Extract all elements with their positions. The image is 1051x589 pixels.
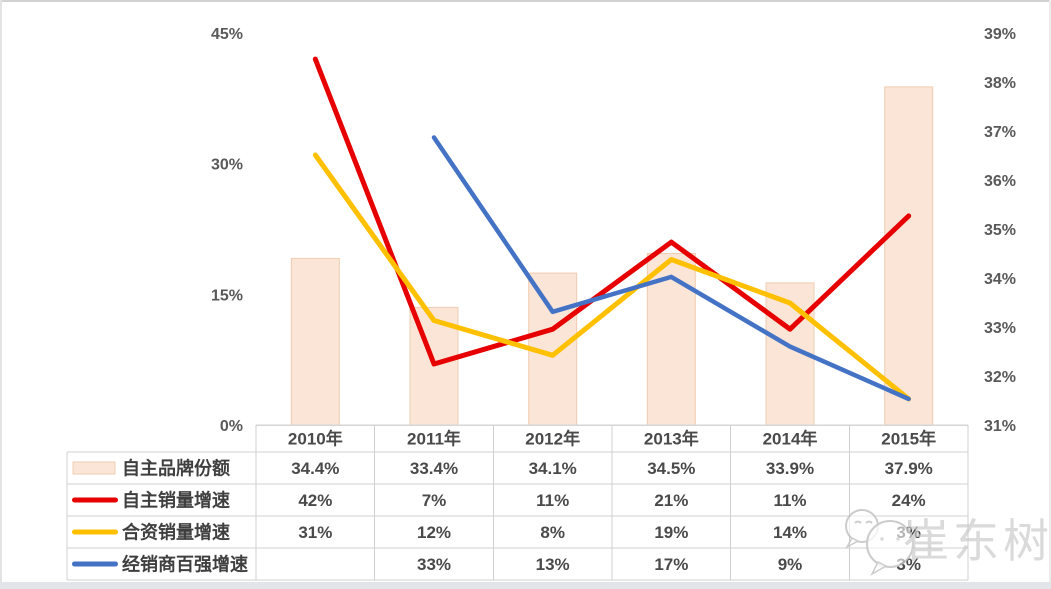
line-series-1 bbox=[312, 56, 912, 367]
legend-label: 自主销量增速 bbox=[122, 490, 230, 511]
right-axis-tick: 34% bbox=[984, 271, 1016, 288]
red-line-swatch bbox=[72, 497, 118, 503]
right-axis-tick: 38% bbox=[984, 75, 1016, 92]
table-cell-value: 17% bbox=[654, 555, 688, 574]
table-cell-value: 33.9% bbox=[766, 459, 814, 478]
table-header-year: 2011年 bbox=[407, 429, 461, 449]
axis-tick-labels: 0% 15% 30% 45% 31% 32% 33% 34% 35% 36% 37% 38% 39% bbox=[211, 26, 1016, 435]
table-cell-value: 9% bbox=[778, 555, 803, 574]
table-cell-value: 24% bbox=[892, 491, 926, 510]
left-axis-tick: 30% bbox=[211, 157, 243, 174]
line-series-2 bbox=[312, 152, 912, 402]
table-cell-value: 11% bbox=[773, 491, 806, 510]
wechat-chat-bubbles-icon bbox=[845, 509, 914, 576]
left-axis-tick: 45% bbox=[211, 26, 243, 43]
right-axis-tick: 32% bbox=[984, 369, 1016, 386]
legend-label: 经销商百强增速 bbox=[122, 554, 248, 575]
line-series-group bbox=[312, 56, 912, 402]
table-header-year: 2013年 bbox=[644, 429, 699, 449]
table-gridlines bbox=[66, 424, 969, 581]
table-header-year: 2014年 bbox=[763, 429, 818, 449]
bar-swatch bbox=[72, 461, 116, 475]
table-cell-value: 12% bbox=[417, 523, 451, 542]
frame-right-border bbox=[1049, 0, 1051, 583]
table-cell-value: 33% bbox=[417, 555, 451, 574]
table-cell-value: 34.5% bbox=[647, 459, 695, 478]
bar-2010年 bbox=[290, 257, 340, 426]
table-header-year: 2012年 bbox=[525, 429, 580, 449]
table-cell-value: 42% bbox=[298, 491, 332, 510]
table-cell-value: 13% bbox=[536, 555, 570, 574]
legend-label: 合资销量增速 bbox=[122, 522, 230, 543]
left-axis-tick: 0% bbox=[220, 418, 243, 435]
right-axis-tick: 35% bbox=[984, 222, 1016, 239]
frame-top-border bbox=[0, 0, 1051, 2]
table-header-year: 2010年 bbox=[288, 429, 343, 449]
right-axis-tick: 33% bbox=[984, 320, 1016, 337]
table-cell-value: 34.1% bbox=[529, 459, 577, 478]
table-cell-value: 11% bbox=[536, 491, 569, 510]
right-axis-tick: 39% bbox=[984, 26, 1016, 43]
table-cell-value: 34.4% bbox=[291, 459, 339, 478]
watermark-text: 崔东树 bbox=[903, 515, 1051, 567]
table-cell-value: 37.9% bbox=[885, 459, 933, 478]
line-series-3 bbox=[431, 135, 911, 402]
table-cell-value: 7% bbox=[422, 491, 447, 510]
yellow-line-swatch bbox=[72, 529, 118, 535]
legend-label: 自主品牌份额 bbox=[122, 458, 230, 479]
table-cell-value: 31% bbox=[298, 523, 332, 542]
table-cell-value: 33.4% bbox=[410, 459, 458, 478]
right-axis-tick: 36% bbox=[984, 173, 1016, 190]
right-axis-tick: 37% bbox=[984, 124, 1016, 141]
frame-left-border bbox=[0, 0, 2, 583]
table-cell-value: 19% bbox=[654, 523, 688, 542]
table-cell-value: 8% bbox=[540, 523, 565, 542]
watermark: 崔东树 bbox=[845, 509, 1051, 576]
blue-line-swatch bbox=[72, 561, 118, 567]
right-axis-tick: 31% bbox=[984, 418, 1016, 435]
left-axis-tick: 15% bbox=[211, 287, 243, 304]
table-cell-value: 21% bbox=[654, 491, 688, 510]
frame-bottom-strip bbox=[0, 582, 1051, 589]
bar-2015年 bbox=[884, 86, 934, 426]
table-cell-value: 14% bbox=[773, 523, 807, 542]
table-header-year: 2015年 bbox=[881, 429, 936, 449]
